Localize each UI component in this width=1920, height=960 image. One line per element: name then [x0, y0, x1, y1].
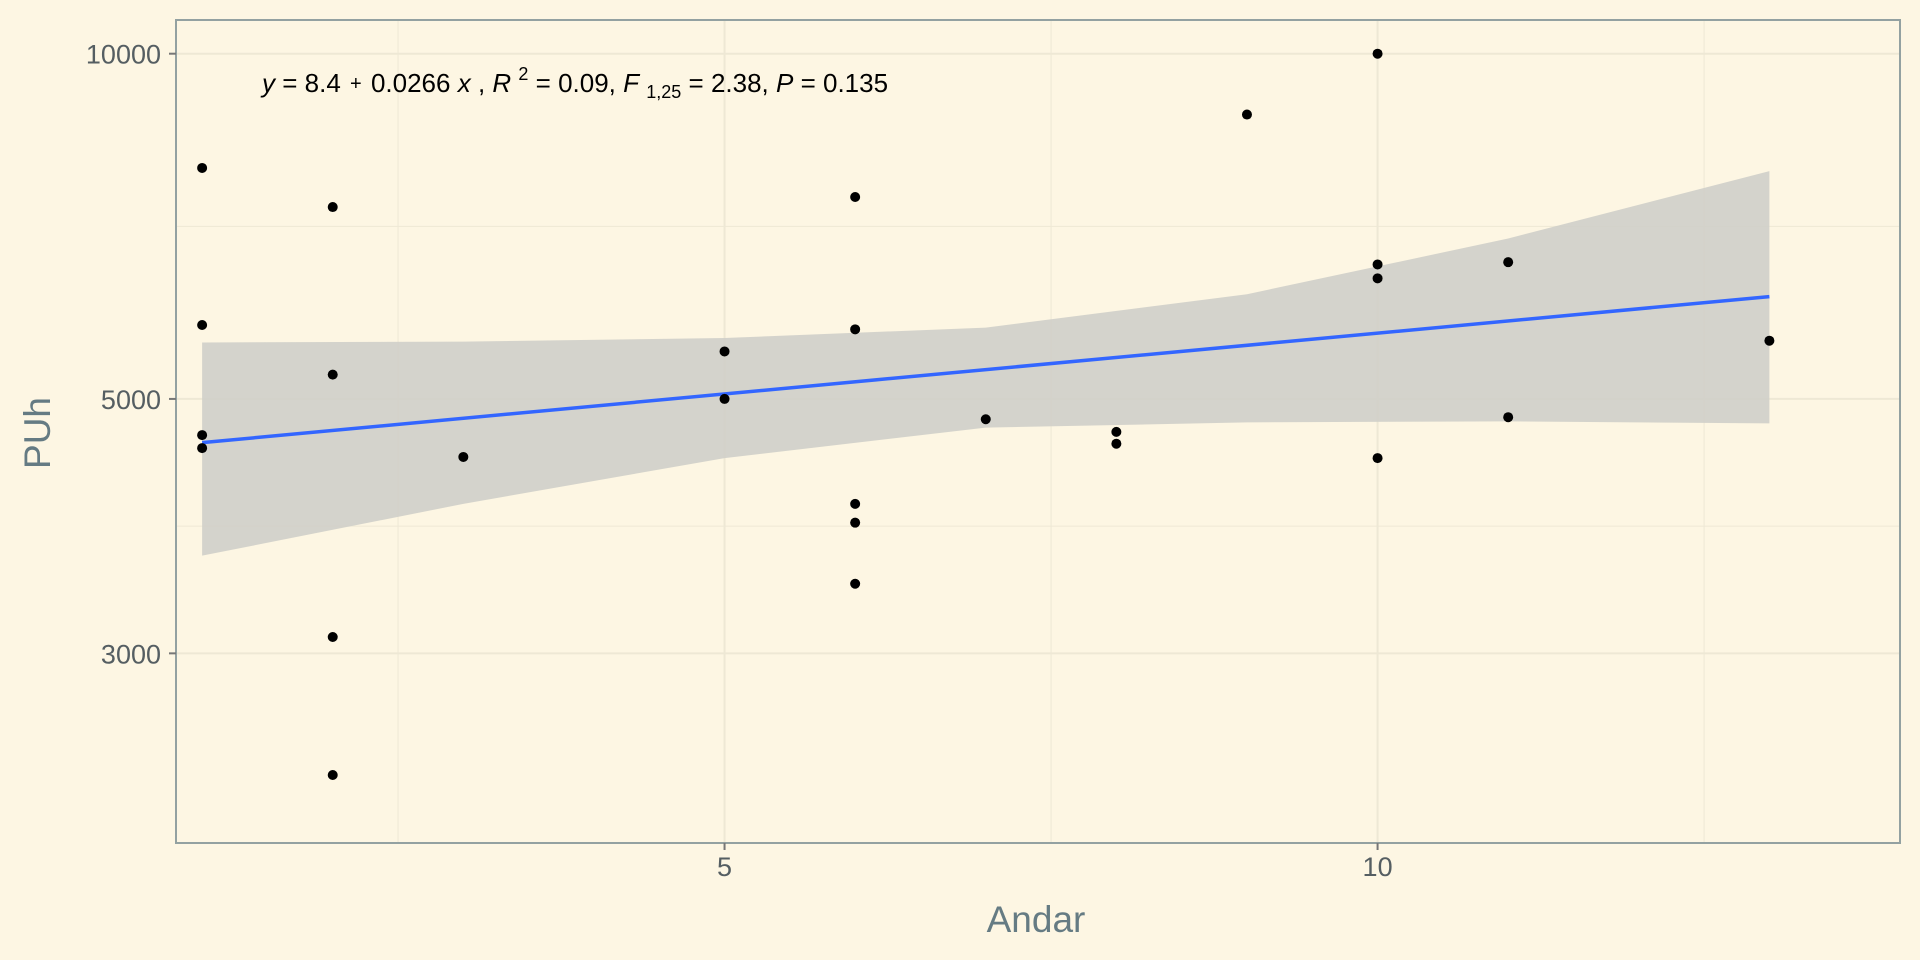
data-point [1372, 259, 1383, 270]
data-point [980, 414, 991, 425]
x-tick-label: 10 [1363, 852, 1393, 882]
x-tick-label: 5 [717, 852, 732, 882]
annot-f-sub: 1,25 [646, 82, 681, 102]
data-point [327, 202, 338, 213]
data-point [1111, 438, 1122, 449]
x-axis-ticks: 5 10 [717, 843, 1393, 882]
annot-r2-value: = 0.09, [536, 68, 623, 98]
annot-x: x [456, 68, 472, 98]
data-point [197, 443, 208, 454]
y-axis-ticks: 3000 5000 10000 [86, 40, 176, 669]
annot-plus: + [350, 73, 362, 95]
annot-y: y [260, 68, 277, 98]
annot-p-value: = 0.135 [801, 68, 888, 98]
panel-border [175, 19, 1901, 844]
annot-r-sup: 2 [518, 64, 528, 84]
x-axis-title: Andar [987, 899, 1086, 940]
data-point [1111, 426, 1122, 437]
data-point [1372, 273, 1383, 284]
regression-line [201, 294, 1770, 445]
y-tick-label: 10000 [86, 40, 161, 70]
data-point [850, 517, 861, 528]
data-point [327, 769, 338, 780]
data-point [197, 320, 208, 331]
data-point [197, 162, 208, 173]
annot-slope: 0.0266 [371, 68, 458, 98]
y-tick-label: 3000 [101, 639, 161, 669]
data-point [850, 324, 861, 335]
annot-r: R [492, 68, 511, 98]
annot-intercept: = 8.4 [282, 68, 341, 98]
y-tick-label: 5000 [101, 385, 161, 415]
data-point [850, 578, 861, 589]
data-point [327, 369, 338, 380]
data-point [1241, 109, 1252, 120]
annot-sep: , [478, 68, 492, 98]
data-point [1503, 412, 1514, 423]
data-point [327, 632, 338, 643]
data-point [1372, 453, 1383, 464]
annot-f: F [623, 68, 641, 98]
data-point [197, 430, 208, 441]
y-axis-title: PUh [17, 397, 58, 469]
annot-f-value: = 2.38, [689, 68, 776, 98]
data-point [458, 451, 469, 462]
data-point [1503, 257, 1514, 268]
data-point [719, 393, 730, 404]
regression-annotation: y = 8.4 + 0.0266 x , R 2 = 0.09, F 1,25 … [260, 56, 888, 104]
data-point [850, 498, 861, 509]
data-point [719, 346, 730, 357]
data-point [1372, 48, 1383, 59]
data-points [197, 48, 1775, 780]
data-point [850, 191, 861, 202]
data-point [1764, 335, 1775, 346]
annot-p: P [776, 68, 794, 98]
